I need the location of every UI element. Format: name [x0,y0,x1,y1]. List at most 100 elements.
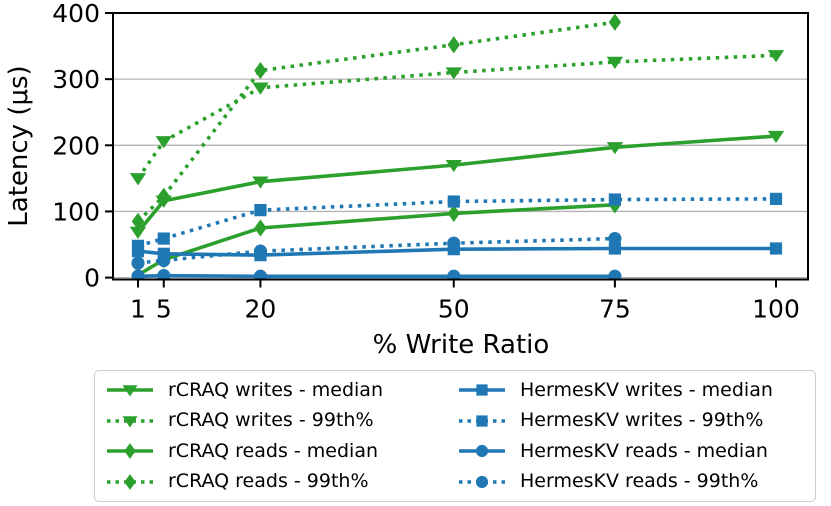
x-axis-label: % Write Ratio [373,330,550,360]
legend-label-rcraq-reads-99th: rCRAQ reads - 99th% [168,470,369,493]
y-tick-label-300: 300 [52,65,100,94]
marker-triangle-down-rcraq-writes-median [767,130,785,144]
legend-sample-solid-triangle-down [107,385,153,397]
marker-circle-hermeskv-reads-median [608,269,622,280]
legend-marker-circle [475,475,489,488]
legend-sample-solid-square [459,384,505,396]
marker-square-hermeskv-writes-99th [608,193,621,206]
legend-item-rcraq-writes-99th: rCRAQ writes - 99th% [105,406,457,437]
marker-diamond-rcraq-reads-99th [447,36,460,54]
marker-circle-hermeskv-reads-median [157,269,171,280]
legend-marker-triangle-down [122,385,138,397]
series-line-rcraq-writes-median [136,134,777,234]
legend-marker-square [476,384,488,396]
marker-diamond-rcraq-reads-99th [608,13,622,31]
series-line-rcraq-reads-99th [136,20,616,223]
axes-spines [112,12,809,281]
legend-sample-dotted-square [459,415,505,427]
marker-diamond-rcraq-reads-99th [131,212,145,230]
legend-item-hermeskv-writes-median: HermesKV writes - median [457,375,809,406]
x-tick-label-5: 5 [156,295,172,324]
legend-marker-diamond [124,443,136,460]
legend-item-hermeskv-writes-99th: HermesKV writes - 99th% [457,406,809,437]
legend-marker-diamond [124,473,136,490]
series-line-rcraq-writes-99th [136,53,777,180]
marker-triangle-down-rcraq-writes-99th [445,67,462,80]
marker-circle-hermeskv-reads-99th [253,244,268,258]
series-rcraq-writes-99th [129,50,785,186]
chart-layer: 1 5 20 50 75 100 0 100 200 300 400 [52,0,809,324]
y-tick-label-100: 100 [52,197,100,226]
legend-item-rcraq-reads-99th: rCRAQ reads - 99th% [105,467,457,498]
marker-square-hermeskv-writes-99th [254,204,267,217]
series-hermeskv-reads-99th [131,231,622,270]
y-tick-label-200: 200 [52,131,100,160]
legend-item-hermeskv-reads-99th: HermesKV reads - 99th% [457,467,809,498]
legend-label-rcraq-writes-median: rCRAQ writes - median [168,378,383,401]
marker-square-hermeskv-writes-99th [447,195,460,208]
series-line-hermeskv-reads-median [137,273,615,279]
marker-triangle-down-rcraq-writes-99th [606,56,624,69]
y-tick-label-400: 400 [52,0,100,28]
marker-circle-hermeskv-reads-99th [131,256,145,270]
legend-sample-dotted-circle [459,475,505,488]
legend-label-hermeskv-writes-99th: HermesKV writes - 99th% [520,409,764,432]
marker-circle-hermeskv-reads-median [131,269,145,280]
x-tick-label-20: 20 [245,295,277,324]
x-tick-label-100: 100 [752,295,800,324]
series-rcraq-writes-median [129,130,785,239]
marker-diamond-rcraq-reads-99th [157,187,170,205]
series-rcraq-reads-99th [131,13,622,230]
marker-diamond-rcraq-reads-median [254,219,267,237]
marker-circle-hermeskv-reads-99th [157,253,171,268]
marker-diamond-rcraq-reads-median [447,204,460,223]
series-hermeskv-writes-99th [131,192,783,252]
legend-label-hermeskv-writes-median: HermesKV writes - median [520,378,773,401]
marker-square-hermeskv-writes-median [769,242,783,255]
marker-diamond-rcraq-reads-99th [254,61,267,80]
series-hermeskv-reads-median [131,269,622,280]
marker-triangle-down-rcraq-writes-99th [767,50,785,63]
legend-sample-dotted-diamond [107,473,153,490]
legend-label-hermeskv-reads-99th: HermesKV reads - 99th% [520,470,759,493]
x-tick-label-50: 50 [438,295,470,324]
marker-triangle-down-rcraq-writes-median [252,176,269,189]
x-tick-label-75: 75 [599,295,631,324]
x-tick-label-1: 1 [130,295,146,324]
marker-triangle-down-rcraq-writes-median [129,226,147,239]
legend-marker-square [476,415,488,427]
y-axis-label: Latency (μs) [4,65,34,226]
legend-sample-solid-diamond [107,443,153,460]
marker-square-hermeskv-writes-99th [157,232,170,245]
series-layer [129,13,785,280]
marker-circle-hermeskv-reads-median [253,269,268,280]
series-rcraq-reads-median [131,196,622,280]
legend-item-rcraq-writes-median: rCRAQ writes - median [105,375,457,406]
marker-triangle-down-rcraq-writes-median [445,159,462,173]
marker-triangle-down-rcraq-writes-median [606,142,624,155]
legend-label-rcraq-reads-median: rCRAQ reads - median [168,439,379,462]
legend-sample-solid-circle [459,445,505,458]
marker-circle-hermeskv-reads-99th [447,236,461,250]
marker-square-hermeskv-writes-99th [769,192,783,205]
legend-item-rcraq-reads-median: rCRAQ reads - median [105,436,457,467]
series-line-hermeskv-reads-99th [137,236,615,265]
marker-circle-hermeskv-reads-99th [608,231,622,246]
marker-square-hermeskv-writes-99th [131,239,145,252]
legend: rCRAQ writes - median rCRAQ writes - 99th… [94,370,816,502]
legend-item-hermeskv-reads-median: HermesKV reads - median [457,436,809,467]
marker-triangle-down-rcraq-writes-99th [252,82,269,95]
y-tick-label-0: 0 [84,264,100,293]
legend-marker-circle [475,445,489,458]
marker-circle-hermeskv-reads-median [447,269,461,280]
legend-marker-triangle-down [122,415,138,428]
plot-area: 1 5 20 50 75 100 0 100 200 300 400 Latency (μs) % … [4,0,809,360]
y-axis-ticks: 0 100 200 300 400 [52,0,113,293]
marker-triangle-down-rcraq-writes-99th [129,173,147,186]
legend-sample-dotted-triangle-down [107,415,153,428]
marker-triangle-down-rcraq-writes-99th [155,136,172,149]
x-axis-ticks: 1 5 20 50 75 100 [130,279,800,324]
legend-label-rcraq-writes-99th: rCRAQ writes - 99th% [168,409,374,432]
legend-label-hermeskv-reads-median: HermesKV reads - median [520,439,768,462]
